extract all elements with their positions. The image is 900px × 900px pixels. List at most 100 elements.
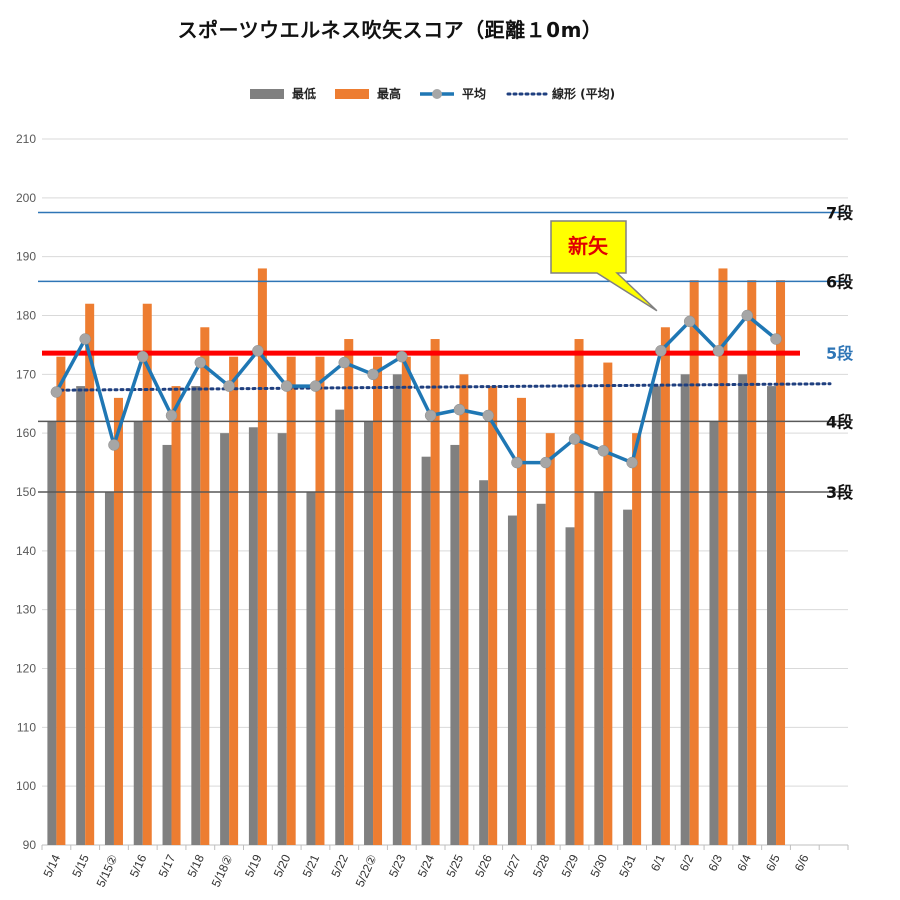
bar-max-13 (430, 339, 440, 845)
bar-max-16 (516, 397, 526, 845)
bar-max-21 (660, 327, 670, 845)
x-axis-ticks: 5/14 5/15 5/15② 5/16 5/17 5/18 5/18② 5/19 5/20 5/… (41, 852, 812, 889)
trendline (53, 382, 832, 392)
bar-min-19 (594, 492, 604, 845)
average-point-11 (367, 368, 379, 381)
reference-line-label: 7段 (826, 204, 854, 223)
reference-line-label: 3段 (826, 483, 854, 502)
x-tick-label: 5/25 (444, 852, 467, 879)
bar-min-6 (220, 433, 230, 845)
legend-swatch-avg-marker (432, 89, 442, 99)
y-tick-label: 180 (16, 309, 36, 323)
x-tick-label: 6/1 (648, 852, 668, 873)
x-tick-label: 6/5 (763, 852, 783, 873)
reference-lines: 7段 6段 5段 4段 3段 (38, 204, 854, 502)
average-point-12 (396, 350, 408, 363)
legend: 最低 最高 平均 線形 (平均) (250, 86, 615, 101)
x-tick-label: 5/18 (184, 852, 207, 879)
bar-max-5 (200, 327, 210, 845)
bar-max-10 (344, 339, 354, 845)
x-tick-label: 5/21 (300, 852, 323, 879)
legend-label: 最低 (292, 86, 316, 101)
bar-max-20 (632, 433, 642, 845)
average-point-6 (223, 380, 235, 392)
bar-max-22 (689, 280, 699, 845)
bar-min-21 (651, 386, 661, 845)
reference-line-label: 5段 (826, 344, 854, 363)
x-tick-label: 5/31 (616, 852, 639, 879)
average-point-9 (309, 380, 322, 392)
bar-max-18 (574, 339, 584, 845)
bar-max-15 (488, 386, 498, 845)
bar-min-20 (623, 509, 633, 845)
bar-max-1 (85, 303, 95, 845)
average-point-24 (741, 309, 753, 322)
average-point-3 (137, 350, 149, 363)
bar-max-17 (545, 433, 555, 845)
bar-min-13 (421, 456, 431, 845)
legend-label: 線形 (平均) (552, 86, 615, 101)
average-point-8 (280, 380, 293, 392)
average-point-21 (655, 345, 667, 357)
bar-max-19 (603, 362, 613, 845)
average-point-13 (424, 409, 437, 422)
legend-swatch-min (250, 89, 284, 99)
callout-text: 新矢 (568, 234, 609, 258)
x-tick-label: 6/6 (792, 852, 812, 873)
y-axis-ticks: 90 100 110 120 130 140 150 160 170 180 190 200 210 (16, 132, 36, 852)
average-point-25 (770, 333, 782, 345)
y-tick-label: 90 (23, 838, 37, 852)
bar-min-10 (335, 409, 345, 845)
reference-line-label: 6段 (826, 272, 854, 291)
bar-min-7 (248, 427, 258, 845)
x-tick-label: 5/15② (94, 852, 121, 889)
reference-line-label: 4段 (826, 412, 854, 431)
bar-max-4 (171, 386, 181, 845)
y-tick-label: 120 (16, 662, 36, 676)
bar-max-23 (718, 268, 728, 845)
x-tick-label: 5/18② (209, 852, 236, 889)
y-tick-label: 130 (16, 603, 36, 617)
average-point-18 (568, 433, 581, 445)
bar-max-7 (257, 268, 267, 845)
bar-min-25 (767, 386, 777, 845)
average-point-20 (626, 456, 638, 469)
bar-max-25 (776, 280, 786, 845)
y-tick-label: 160 (16, 426, 36, 440)
x-tick-label: 5/17 (156, 852, 179, 879)
bar-max-11 (373, 356, 383, 845)
average-point-19 (597, 445, 610, 457)
callout: 新矢 (550, 220, 658, 312)
callout-box (550, 220, 658, 312)
bar-min-12 (392, 374, 402, 845)
bar-min-22 (680, 374, 690, 845)
bar-max-3 (142, 303, 152, 845)
x-tick-label: 6/2 (677, 852, 697, 873)
bar-min-5 (191, 386, 201, 845)
bar-min-18 (565, 527, 575, 845)
bar-max-8 (286, 356, 296, 845)
bar-min-15 (479, 480, 489, 845)
x-tick-label: 6/3 (705, 852, 725, 873)
legend-label: 最高 (377, 86, 401, 101)
chart-title: スポーツウエルネス吹矢スコア（距離１0m） (177, 18, 603, 42)
bar-min-4 (162, 444, 172, 845)
y-tick-label: 170 (16, 367, 36, 381)
bar-max-12 (401, 356, 411, 845)
y-tick-label: 190 (16, 250, 36, 264)
bar-max-14 (459, 374, 469, 845)
average-point-1 (79, 333, 91, 345)
x-tick-label: 5/30 (587, 852, 610, 879)
bar-min-23 (709, 421, 719, 845)
bar-min-2 (104, 492, 114, 845)
y-tick-label: 110 (17, 720, 36, 734)
x-tick-label: 5/20 (271, 852, 294, 879)
average-point-17 (540, 456, 552, 469)
average-line (54, 313, 778, 465)
y-tick-label: 200 (16, 191, 36, 205)
bar-min-1 (76, 386, 86, 845)
bar-max-9 (315, 356, 325, 845)
average-point-15 (482, 409, 494, 422)
average-point-10 (338, 356, 350, 369)
x-tick-label: 6/4 (734, 852, 754, 873)
